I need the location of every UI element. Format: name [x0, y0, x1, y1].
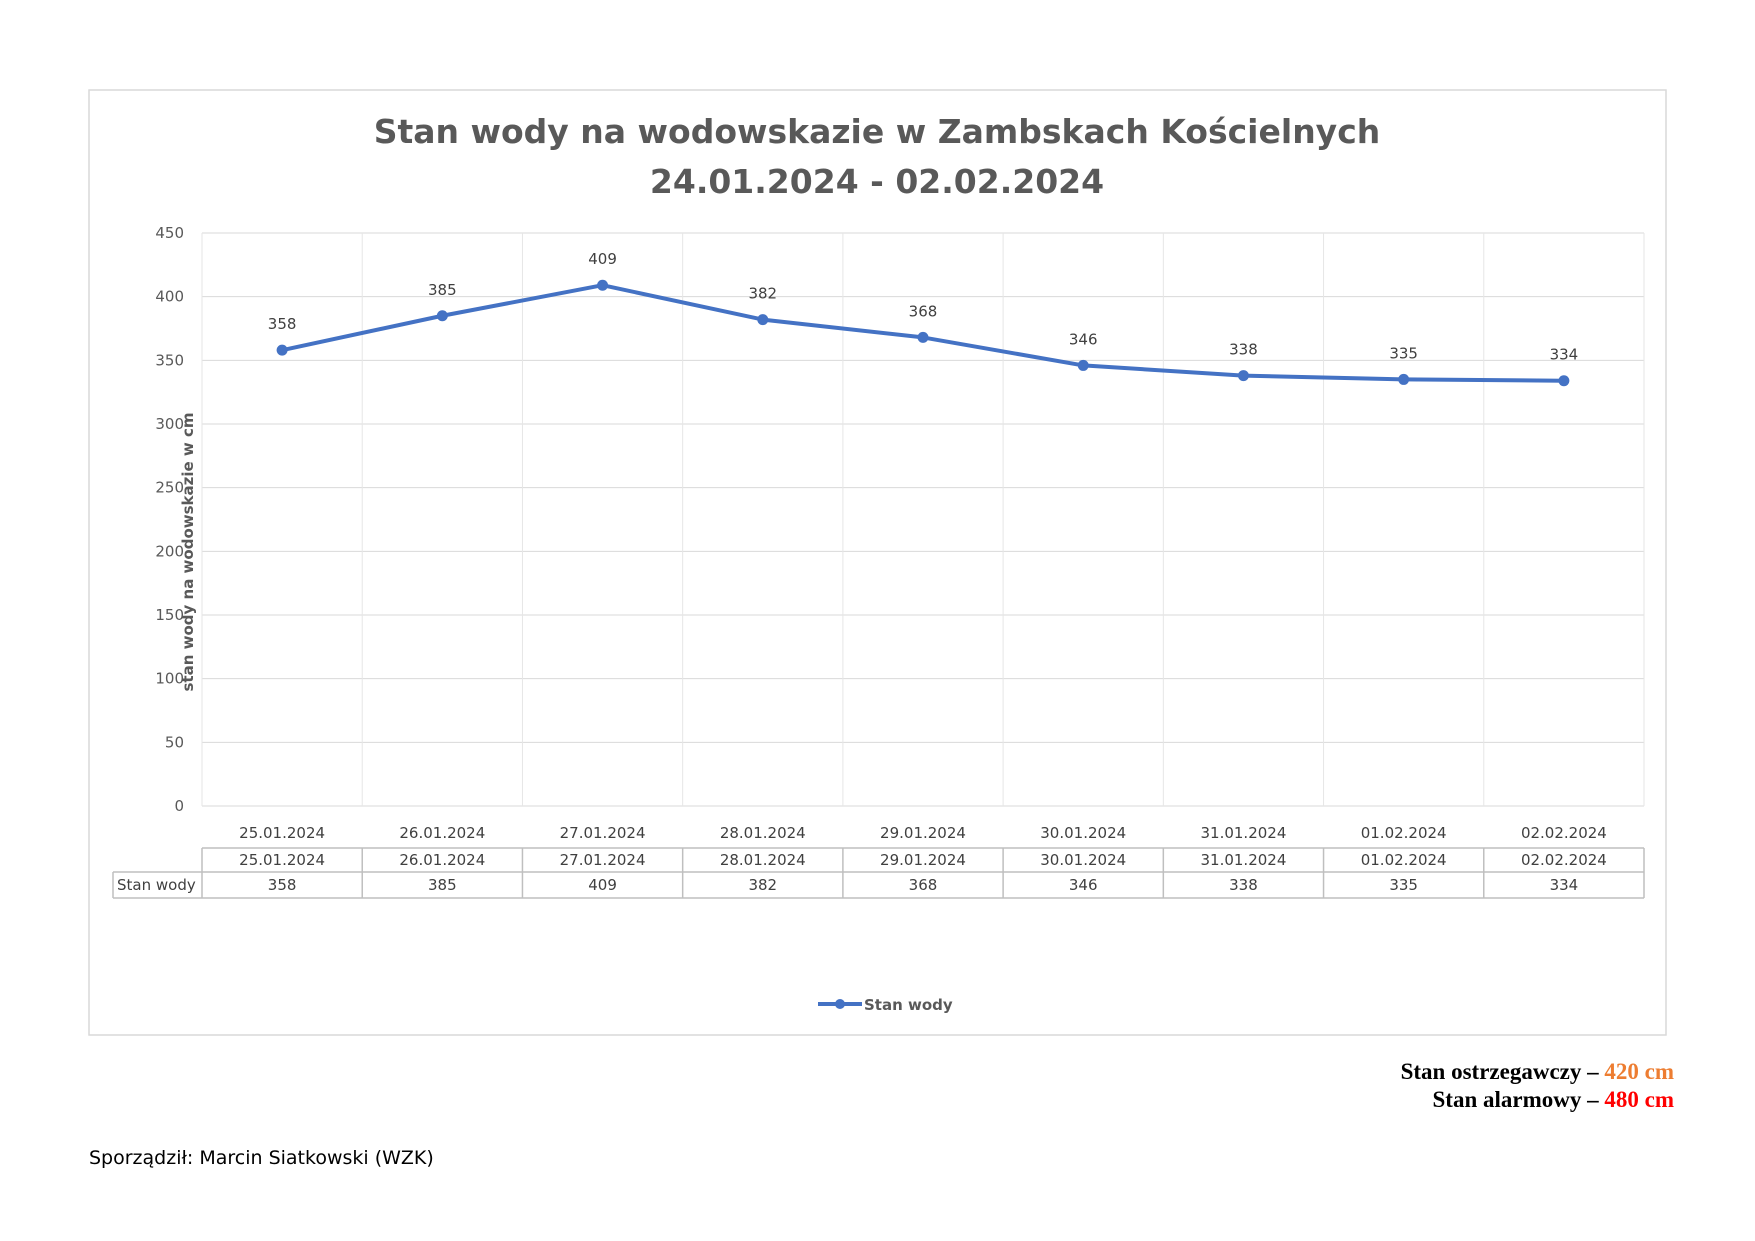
table-value-cell: 358 — [268, 876, 297, 894]
chart-title-line1: Stan wody na wodowskazie w Zambskach Koś… — [374, 112, 1381, 151]
series-point — [1558, 375, 1570, 387]
legend-label: Stan wody — [864, 996, 953, 1014]
table-value-cell: 368 — [909, 876, 938, 894]
table-row-header: Stan wody — [117, 876, 196, 894]
table-header-cell: 27.01.2024 — [560, 851, 646, 869]
data-label: 358 — [268, 315, 297, 333]
y-tick-label: 100 — [155, 670, 184, 688]
table-value-cell: 409 — [588, 876, 617, 894]
x-category-label: 01.02.2024 — [1361, 824, 1447, 842]
data-table: Stan wody 25.01.2024 358 26.01.2024 385 27.01… — [112, 847, 1645, 899]
data-label: 335 — [1389, 344, 1418, 362]
x-category-label: 26.01.2024 — [399, 824, 485, 842]
data-label: 382 — [748, 285, 777, 303]
table-value-cell: 335 — [1389, 876, 1418, 894]
table-header-cell: 28.01.2024 — [720, 851, 806, 869]
series-point — [1077, 359, 1089, 371]
alarm-level-label: Stan alarmowy – — [1432, 1087, 1605, 1112]
x-category-label: 31.01.2024 — [1200, 824, 1286, 842]
series-point — [1398, 373, 1410, 385]
y-tick-label: 450 — [155, 224, 184, 242]
chart-area-border — [88, 89, 1667, 1036]
grid — [201, 232, 1645, 807]
series-point — [436, 310, 448, 322]
x-axis-categories: 25.01.2024 26.01.2024 27.01.2024 28.01.2024… — [239, 824, 1607, 842]
table-value-cell: 346 — [1069, 876, 1098, 894]
series-point — [917, 331, 929, 343]
table-header-cell: 30.01.2024 — [1040, 851, 1126, 869]
data-label: 338 — [1229, 341, 1258, 359]
warning-level: Stan ostrzegawczy – 420 cm — [1401, 1058, 1674, 1086]
legend-point-marker — [835, 999, 845, 1009]
table-value-cell: 338 — [1229, 876, 1258, 894]
warning-level-label: Stan ostrzegawczy – — [1400, 1059, 1605, 1084]
series-point — [1237, 370, 1249, 382]
table-header-cell: 25.01.2024 — [239, 851, 325, 869]
table-header-cell: 02.02.2024 — [1521, 851, 1607, 869]
water-levels-info: Stan ostrzegawczy – 420 cm Stan alarmowy… — [1401, 1058, 1674, 1114]
series-point — [757, 314, 769, 326]
data-label: 368 — [909, 302, 938, 320]
x-category-label: 25.01.2024 — [239, 824, 325, 842]
data-label: 346 — [1069, 330, 1098, 348]
data-label: 409 — [588, 250, 617, 268]
y-axis-ticks: 0 50 100 150 200 250 300 350 400 450 — [155, 224, 184, 815]
author-note: Sporządził: Marcin Siatkowski (WZK) — [89, 1147, 434, 1169]
alarm-level-value: 480 cm — [1604, 1087, 1674, 1112]
x-category-label: 28.01.2024 — [720, 824, 806, 842]
y-tick-label: 250 — [155, 479, 184, 497]
data-labels: 358 385 409 382 368 346 338 335 334 — [268, 250, 1578, 364]
table-value-cell: 382 — [748, 876, 777, 894]
table-value-cell: 385 — [428, 876, 457, 894]
data-label: 385 — [428, 281, 457, 299]
y-tick-label: 350 — [155, 351, 184, 369]
alarm-level: Stan alarmowy – 480 cm — [1401, 1086, 1675, 1114]
y-tick-label: 400 — [155, 288, 184, 306]
y-tick-label: 200 — [155, 542, 184, 560]
table-header-cell: 01.02.2024 — [1361, 851, 1447, 869]
table-value-cell: 334 — [1550, 876, 1579, 894]
y-tick-label: 300 — [155, 415, 184, 433]
series-point — [597, 279, 609, 291]
data-label: 334 — [1550, 346, 1579, 364]
warning-level-value: 420 cm — [1604, 1059, 1674, 1084]
series-point — [276, 344, 288, 356]
series-points — [276, 279, 1570, 387]
table-header-cell: 26.01.2024 — [399, 851, 485, 869]
x-category-label: 29.01.2024 — [880, 824, 966, 842]
table-header-cell: 31.01.2024 — [1200, 851, 1286, 869]
legend: Stan wody — [818, 996, 953, 1014]
x-category-label: 02.02.2024 — [1521, 824, 1607, 842]
chart-title-line2: 24.01.2024 - 02.02.2024 — [650, 162, 1104, 201]
y-tick-label: 0 — [174, 797, 184, 815]
y-axis-label: stan wody na wodowskazie w cm — [179, 412, 197, 691]
x-category-label: 30.01.2024 — [1040, 824, 1126, 842]
y-tick-label: 50 — [165, 733, 184, 751]
table-header-cell: 29.01.2024 — [880, 851, 966, 869]
x-category-label: 27.01.2024 — [560, 824, 646, 842]
y-tick-label: 150 — [155, 606, 184, 624]
